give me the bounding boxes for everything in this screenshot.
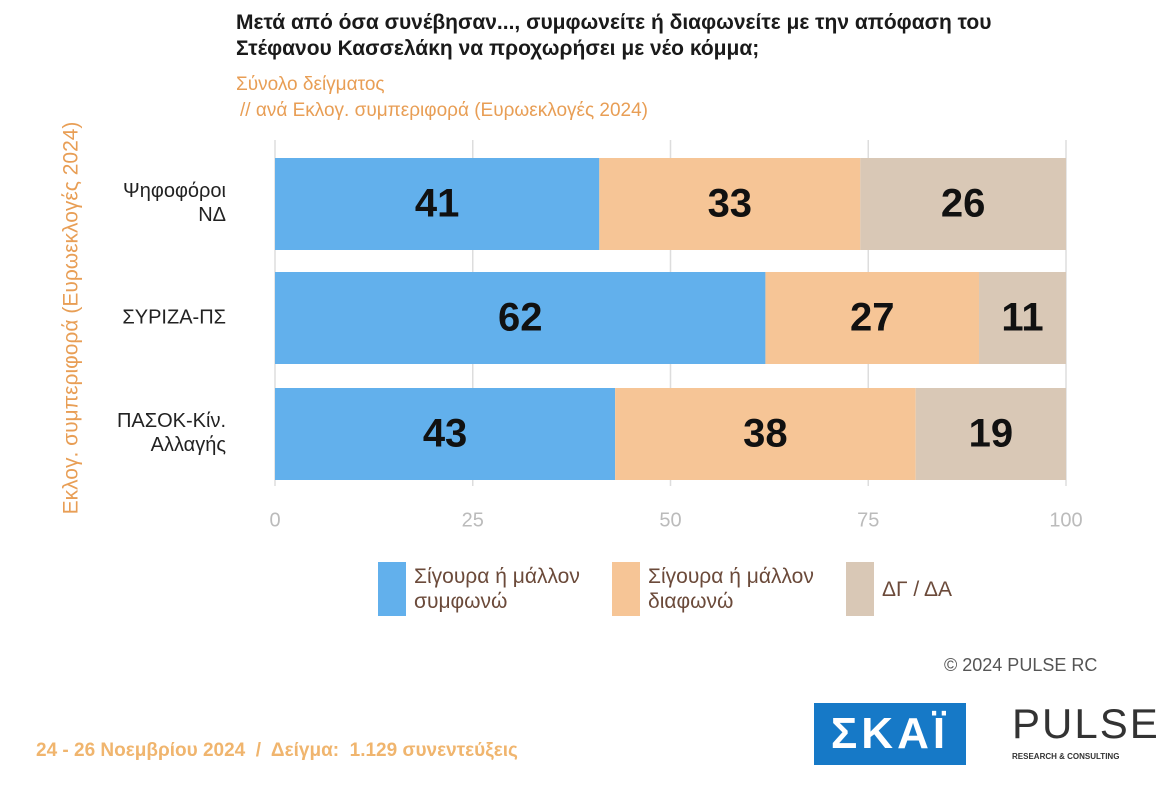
legend-label: ΔΓ / ΔΑ xyxy=(882,577,952,601)
value-label: 38 xyxy=(743,412,788,456)
bar-segment xyxy=(915,388,1066,480)
value-label: 33 xyxy=(708,182,753,226)
bar-segment xyxy=(275,158,600,250)
y-tick-label: ΠΑΣΟΚ-Κίν. Αλλαγής xyxy=(117,410,226,456)
logo: ΣΚΑΪ xyxy=(814,703,966,765)
value-label: 11 xyxy=(1001,296,1043,340)
x-tick-label: 75 xyxy=(857,509,879,531)
logo: RESEARCH & CONSULTING xyxy=(1012,752,1120,761)
y-tick-label: ΣΥΡΙΖΑ-ΠΣ xyxy=(122,306,226,328)
value-label: 27 xyxy=(850,296,895,340)
legend-swatch xyxy=(846,562,874,616)
y-tick-label: Ψηφοφόροι ΝΔ xyxy=(123,180,226,226)
x-tick-label: 0 xyxy=(269,509,280,531)
value-label: 19 xyxy=(969,412,1014,456)
value-label: 43 xyxy=(423,412,468,456)
subtitle: // ανά Εκλογ. συμπεριφορά (Ευρωεκλογές 2… xyxy=(240,100,649,121)
subtitle: Σύνολο δείγματος xyxy=(236,74,385,95)
y-axis-label: Εκλογ. συμπεριφορά (Ευρωεκλογές 2024) xyxy=(60,122,83,515)
x-tick-label: 25 xyxy=(462,509,484,531)
x-tick-label: 100 xyxy=(1049,509,1082,531)
value-label: 26 xyxy=(941,182,986,226)
x-tick-label: 50 xyxy=(659,509,681,531)
legend-item: Σίγουρα ή μάλλον συμφωνώ xyxy=(378,562,609,616)
legend-label: Σίγουρα ή μάλλον διαφωνώ xyxy=(648,565,814,613)
footer: 24 - 26 Νοεμβρίου 2024 / Δείγμα: 1.129 σ… xyxy=(36,740,518,761)
copyright: © 2024 PULSE RC xyxy=(944,655,1098,675)
bar-segment xyxy=(765,272,979,364)
legend-swatch xyxy=(612,562,640,616)
logo: PULSE xyxy=(1012,700,1160,747)
value-label: 62 xyxy=(498,296,543,340)
legend-label: Σίγουρα ή μάλλον συμφωνώ xyxy=(414,565,580,613)
bar-segment xyxy=(978,272,1066,364)
bar-segment xyxy=(860,158,1066,250)
legend-item: Σίγουρα ή μάλλον διαφωνώ xyxy=(612,562,843,616)
chart-title: Μετά από όσα συνέβησαν..., συμφωνείτε ή … xyxy=(236,11,992,60)
value-label: 41 xyxy=(415,182,460,226)
legend-swatch xyxy=(378,562,406,616)
bar-segment xyxy=(275,388,616,480)
bar-segment xyxy=(615,388,916,480)
legend-item: ΔΓ / ΔΑ xyxy=(846,562,1072,616)
bar-segment xyxy=(599,158,861,250)
bar-segment xyxy=(275,272,766,364)
